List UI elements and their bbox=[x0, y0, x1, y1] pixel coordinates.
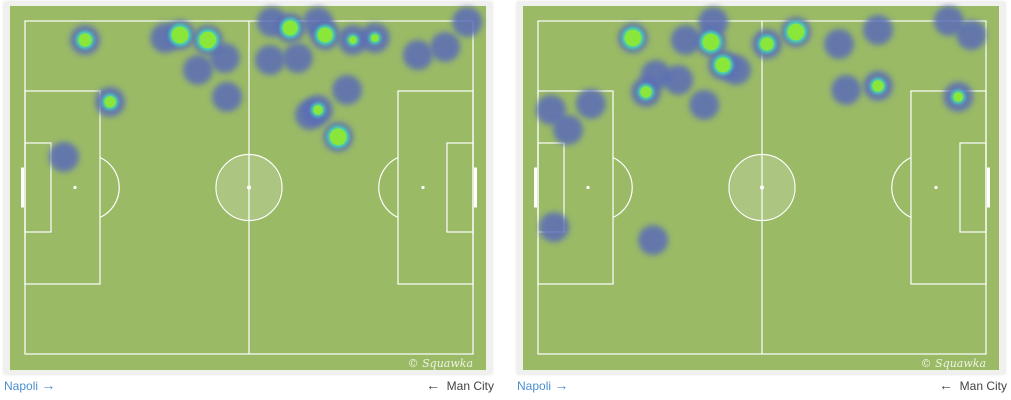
pitch-heatmap: © Squawka bbox=[10, 6, 486, 370]
heat-spot-hot bbox=[282, 20, 298, 36]
heat-spot-cold bbox=[956, 19, 987, 50]
heat-spot-cold bbox=[638, 225, 669, 256]
heat-spot-hot bbox=[640, 86, 652, 98]
squawka-watermark: © Squawka bbox=[408, 357, 473, 370]
heat-spot-hot bbox=[78, 33, 92, 47]
pitch-lines bbox=[24, 20, 474, 355]
heat-spot-hot bbox=[872, 80, 884, 92]
heat-spot-hot bbox=[171, 26, 189, 44]
heat-spot-cold bbox=[282, 42, 313, 73]
heat-spot-hot bbox=[624, 29, 642, 47]
direction-legend-2: Napoli → ← Man City bbox=[517, 377, 1007, 395]
heat-spot-cold bbox=[863, 14, 894, 45]
squawka-logo-watermark bbox=[730, 155, 794, 220]
heat-spot-cold bbox=[689, 89, 720, 120]
heat-spot-hot bbox=[104, 96, 116, 108]
heat-spot-cold bbox=[535, 94, 566, 125]
heat-spot-cold bbox=[539, 212, 570, 243]
home-team-link[interactable]: Napoli → bbox=[4, 377, 55, 393]
heat-spot-hot bbox=[313, 105, 323, 115]
heat-spot-cold bbox=[831, 74, 862, 105]
heat-spot-cold bbox=[933, 6, 964, 36]
heat-spot-hot bbox=[715, 57, 731, 73]
heat-layer bbox=[48, 6, 483, 172]
heat-spot-hot bbox=[317, 27, 333, 43]
arrow-left-icon: ← bbox=[938, 377, 953, 393]
home-team-label: Napoli bbox=[4, 379, 39, 393]
heat-spot-cold bbox=[452, 6, 483, 37]
left-goal bbox=[534, 167, 537, 208]
center-circle bbox=[215, 153, 283, 222]
left-penalty-spot bbox=[586, 185, 590, 190]
right-six-yard-box bbox=[446, 142, 474, 233]
right-penalty-arc bbox=[891, 156, 912, 219]
left-goal bbox=[21, 167, 24, 208]
heat-spot-cold bbox=[209, 42, 240, 73]
center-circle bbox=[728, 153, 796, 222]
heat-spot-cold bbox=[640, 59, 671, 90]
away-team-label: Man City bbox=[959, 379, 1007, 393]
center-spot bbox=[759, 185, 765, 190]
heat-spot-cold bbox=[575, 88, 606, 119]
left-six-yard-box bbox=[24, 142, 52, 233]
heatmap-panel-2: © Squawka bbox=[517, 2, 1005, 374]
home-team-label: Napoli bbox=[517, 379, 552, 393]
right-penalty-spot bbox=[934, 185, 938, 190]
heat-spot-hot bbox=[349, 36, 357, 44]
heat-spot-hot bbox=[953, 92, 964, 102]
right-goal bbox=[987, 167, 990, 208]
direction-legend-1: Napoli → ← Man City bbox=[4, 377, 494, 395]
heat-spot-cold bbox=[48, 141, 79, 172]
heat-spot-hot bbox=[370, 34, 379, 42]
heat-spot-cold bbox=[182, 54, 213, 85]
heat-spot-cold bbox=[332, 74, 363, 105]
heat-spot-cold bbox=[402, 39, 433, 70]
away-team: ← Man City bbox=[939, 377, 1007, 393]
right-six-yard-box bbox=[959, 142, 987, 233]
heatmap-panel-1: © Squawka bbox=[4, 2, 492, 374]
heat-spot-cold bbox=[663, 64, 694, 95]
heat-spot-cold bbox=[212, 81, 243, 112]
heat-spot-hot bbox=[199, 31, 217, 49]
left-penalty-spot bbox=[73, 185, 77, 190]
arrow-right-icon: → bbox=[41, 377, 56, 393]
heat-spot-cold bbox=[824, 28, 855, 59]
heat-spot-hot bbox=[760, 37, 774, 51]
squawka-watermark: © Squawka bbox=[921, 357, 986, 370]
heat-spot-hot bbox=[702, 33, 720, 51]
heat-spot-hot bbox=[329, 128, 347, 146]
away-team: ← Man City bbox=[426, 377, 494, 393]
right-penalty-spot bbox=[421, 185, 425, 190]
center-spot bbox=[246, 185, 252, 190]
heat-spot-cold bbox=[698, 6, 729, 37]
heat-layer bbox=[535, 6, 987, 256]
heat-spot-cold bbox=[670, 24, 701, 55]
squawka-logo-watermark bbox=[217, 155, 281, 220]
right-goal bbox=[474, 167, 477, 208]
heat-spot-cold bbox=[553, 114, 584, 145]
arrow-left-icon: ← bbox=[425, 377, 440, 393]
arrow-right-icon: → bbox=[554, 377, 569, 393]
pitch-heatmap: © Squawka bbox=[523, 6, 999, 370]
heat-spot-cold bbox=[430, 31, 461, 62]
away-team-label: Man City bbox=[446, 379, 494, 393]
left-penalty-arc bbox=[612, 156, 633, 219]
heat-spot-cold bbox=[255, 44, 286, 75]
left-penalty-arc bbox=[99, 156, 120, 219]
right-penalty-arc bbox=[378, 156, 399, 219]
home-team-link[interactable]: Napoli → bbox=[517, 377, 568, 393]
heat-spot-hot bbox=[787, 23, 805, 41]
